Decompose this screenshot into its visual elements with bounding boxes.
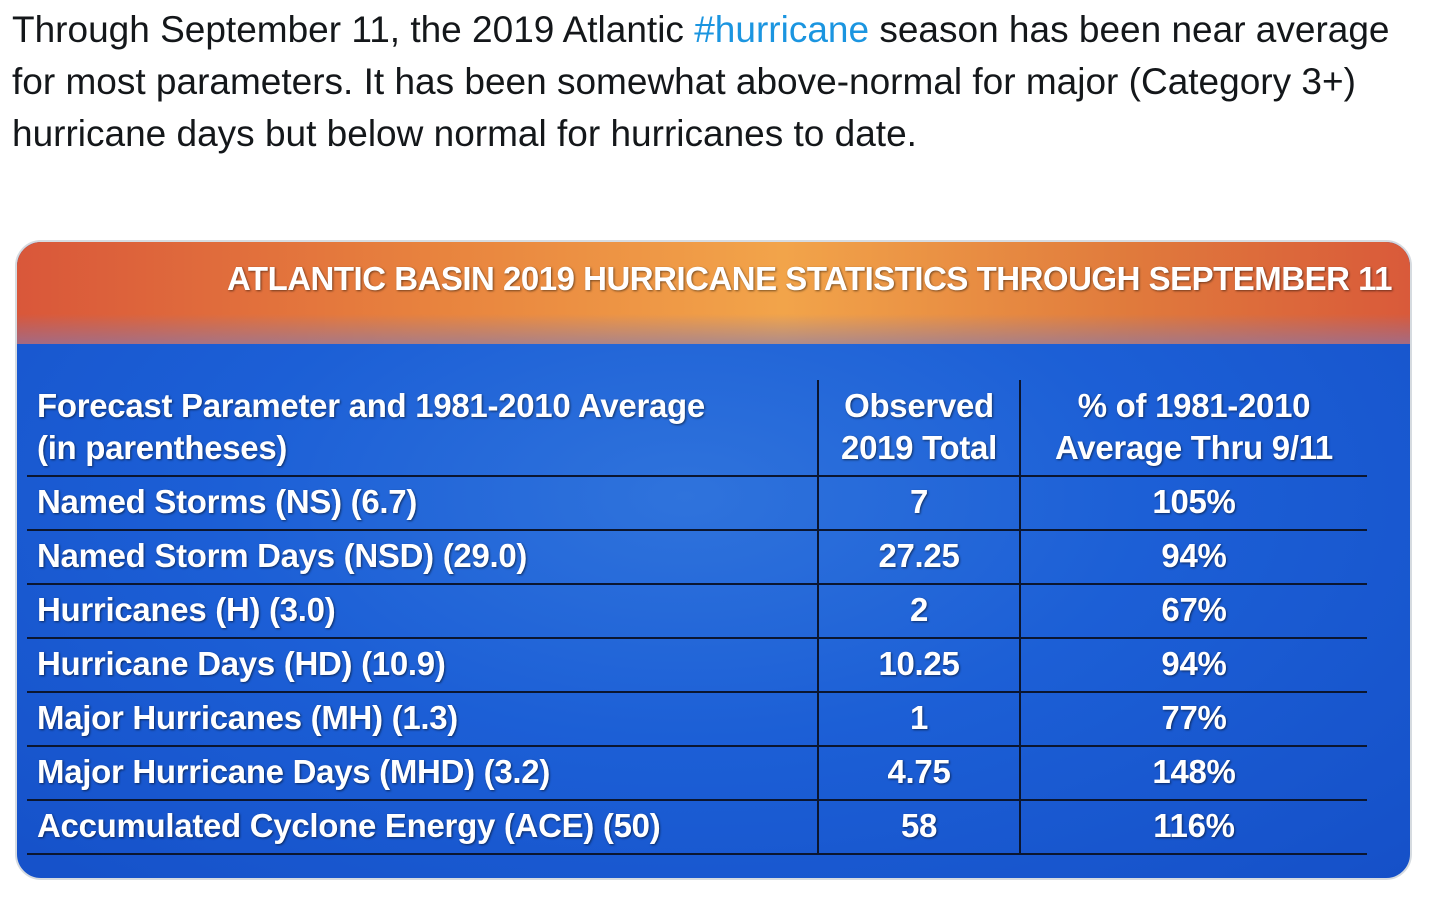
value-cell: 77% <box>1161 699 1227 736</box>
header-cell: Observed <box>844 387 994 424</box>
tweet-text-part: Through September 11, the 2019 Atlantic <box>12 9 695 50</box>
header-cell: Forecast Parameter and 1981-2010 Average <box>37 387 705 424</box>
value-cell: 105% <box>1152 483 1236 520</box>
tweet-text-part: season has been near average for most pa… <box>12 9 1390 154</box>
row-divider <box>27 853 1367 855</box>
parameter-cell: Major Hurricane Days (MHD) (3.2) <box>37 753 551 790</box>
row-divider <box>27 475 1367 477</box>
parameter-cell: Hurricanes (H) (3.0) <box>37 591 336 628</box>
value-cell: 148% <box>1152 753 1236 790</box>
value-cell: 116% <box>1153 807 1235 844</box>
value-cell: 94% <box>1161 537 1227 574</box>
value-cell: 7 <box>909 483 929 520</box>
tweet-text: Through September 11, the 2019 Atlantic … <box>12 4 1417 160</box>
parameter-cell: Named Storm Days (NSD) (29.0) <box>37 537 528 574</box>
parameter-cell: Accumulated Cyclone Energy (ACE) (50) <box>37 807 661 844</box>
header-cell: 2019 Total <box>841 429 997 466</box>
value-cell: 10.25 <box>878 645 960 682</box>
row-divider <box>27 745 1367 747</box>
title-band <box>17 242 1410 344</box>
parameter-cell: Named Storms (NS) (6.7) <box>37 483 418 520</box>
value-cell: 58 <box>900 807 938 844</box>
header-cell: Average Thru 9/11 <box>1055 429 1333 466</box>
column-divider <box>1019 380 1021 855</box>
row-divider <box>27 691 1367 693</box>
header-cell: (in parentheses) <box>37 429 288 466</box>
header-cell: % of 1981-2010 <box>1077 387 1311 424</box>
hashtag-link[interactable]: #hurricane <box>694 9 870 50</box>
value-cell: 2 <box>909 591 929 628</box>
row-divider <box>27 799 1367 801</box>
column-divider <box>817 380 819 855</box>
value-cell: 4.75 <box>887 753 951 790</box>
value-cell: 27.25 <box>878 537 960 574</box>
row-divider <box>27 529 1367 531</box>
parameter-cell: Major Hurricanes (MH) (1.3) <box>37 699 458 736</box>
image-title: ATLANTIC BASIN 2019 HURRICANE STATISTICS… <box>227 260 1392 297</box>
row-divider <box>27 583 1367 585</box>
row-divider <box>27 637 1367 639</box>
value-cell: 67% <box>1161 591 1227 628</box>
parameter-cell: Hurricane Days (HD) (10.9) <box>37 645 446 682</box>
value-cell: 1 <box>909 699 929 736</box>
tweet-image[interactable]: ATLANTIC BASIN 2019 HURRICANE STATISTICS… <box>15 240 1412 880</box>
value-cell: 94% <box>1161 645 1227 682</box>
